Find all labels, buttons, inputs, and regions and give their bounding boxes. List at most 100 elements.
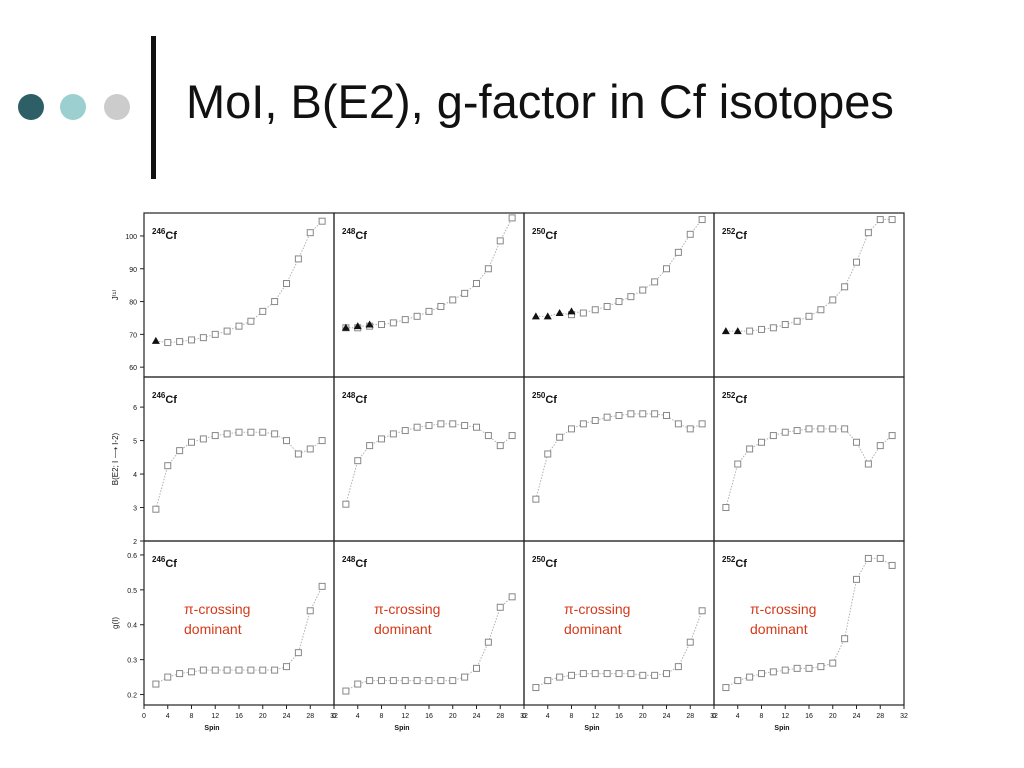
data-point-open xyxy=(449,420,457,428)
x-axis-label: Spin xyxy=(774,725,789,732)
data-point-open xyxy=(211,666,219,674)
data-point-open xyxy=(556,673,564,681)
data-point-open xyxy=(271,298,279,306)
data-point-open xyxy=(758,325,765,333)
data-point-open xyxy=(781,321,789,329)
data-point-filled xyxy=(531,312,540,320)
panel-250-row-1: 250Cf xyxy=(523,212,715,378)
data-point-open xyxy=(342,500,350,508)
data-point-open xyxy=(603,670,611,678)
annotation-line: π-crossing xyxy=(564,601,630,617)
data-point-open xyxy=(829,425,837,433)
data-point-open xyxy=(781,666,789,674)
data-point-open xyxy=(496,603,504,611)
data-point-open xyxy=(841,283,849,291)
data-point-open xyxy=(401,427,409,435)
data-point-open xyxy=(306,607,314,615)
data-point-open xyxy=(342,687,350,695)
data-point-open xyxy=(413,423,421,431)
data-point-open xyxy=(437,677,445,685)
data-point-open xyxy=(294,450,302,458)
data-point-open xyxy=(484,432,492,440)
data-point-open xyxy=(188,668,195,676)
data-point-open xyxy=(579,670,587,678)
data-point-open xyxy=(413,312,421,320)
data-point-open xyxy=(366,677,374,685)
series-line xyxy=(155,431,323,510)
panel-250-row-2: 250Cf xyxy=(523,376,715,542)
data-point-open xyxy=(318,437,326,445)
data-point-open xyxy=(378,321,385,329)
data-point-open xyxy=(199,435,207,443)
data-point-open xyxy=(829,659,837,667)
data-point-open xyxy=(354,457,362,465)
data-point-filled xyxy=(341,323,350,331)
data-point-open xyxy=(674,420,682,428)
y-tick-label: 90 xyxy=(129,267,137,274)
isotope-mass: 246 xyxy=(152,227,166,236)
x-tick-label: 8 xyxy=(380,713,384,720)
data-point-open xyxy=(603,413,611,421)
data-point-open xyxy=(698,607,706,615)
y-tick-label: 60 xyxy=(129,365,137,372)
data-point-open xyxy=(508,432,516,440)
data-point-open xyxy=(864,460,872,468)
x-tick-label: 16 xyxy=(615,713,623,720)
data-point-open xyxy=(259,307,267,315)
data-point-open xyxy=(508,593,516,601)
x-tick-label: 16 xyxy=(235,713,243,720)
bullet-dot-gray xyxy=(104,94,130,120)
data-point-open xyxy=(164,339,172,347)
data-point-open xyxy=(401,316,409,324)
x-tick-label: 12 xyxy=(781,713,789,720)
data-point-open xyxy=(793,664,801,672)
slide-title: MoI, B(E2), g-factor in Cf isotopes xyxy=(186,75,894,128)
data-point-open xyxy=(888,216,896,224)
isotope-label: 248Cf xyxy=(342,555,367,570)
data-point-open xyxy=(579,309,587,317)
data-point-open xyxy=(841,425,849,433)
panel-246-row-3: 246Cf π-crossing dominant 0 4 8 12 16 20 24 28 32 Sp… xyxy=(142,540,338,732)
data-point-open xyxy=(746,445,754,453)
data-point-open xyxy=(758,670,765,678)
data-point-filled xyxy=(721,327,730,335)
isotope-mass: 248 xyxy=(342,391,356,400)
x-tick-label: 24 xyxy=(853,713,861,720)
data-point-open xyxy=(389,677,397,685)
data-point-open xyxy=(211,330,219,338)
y-tick-label: 0.5 xyxy=(127,588,137,595)
data-point-open xyxy=(591,670,599,678)
data-point-open xyxy=(247,666,255,674)
pi-crossing-annotation: π-crossing dominant xyxy=(564,601,630,637)
data-point-open xyxy=(722,684,730,692)
data-point-open xyxy=(805,664,813,672)
data-point-open xyxy=(864,554,872,562)
data-point-open xyxy=(888,432,896,440)
bullet-dot-dark xyxy=(18,94,44,120)
data-point-open xyxy=(188,336,195,344)
data-point-open xyxy=(532,495,540,503)
data-point-open xyxy=(841,635,849,643)
y-tick-label: 0.6 xyxy=(127,553,137,560)
isotope-mass: 248 xyxy=(342,555,356,564)
data-point-open xyxy=(686,230,694,238)
data-point-open xyxy=(793,317,801,325)
data-point-open xyxy=(793,427,801,435)
data-point-open xyxy=(461,289,469,297)
data-point-open xyxy=(579,420,587,428)
data-point-open xyxy=(283,663,290,671)
isotope-element: Cf xyxy=(165,558,177,570)
series-line xyxy=(155,586,323,685)
data-point-open xyxy=(461,673,469,681)
data-point-open xyxy=(318,582,326,590)
data-point-open xyxy=(888,561,896,569)
data-point-open xyxy=(568,425,575,433)
data-point-open xyxy=(544,450,552,458)
x-tick-label: 32 xyxy=(520,713,528,720)
isotope-label: 246Cf xyxy=(152,555,177,570)
y-tick-label: 70 xyxy=(129,332,137,339)
isotope-mass: 250 xyxy=(532,227,546,236)
data-point-open xyxy=(425,422,433,430)
data-point-open xyxy=(627,410,635,418)
data-point-open xyxy=(389,430,397,438)
